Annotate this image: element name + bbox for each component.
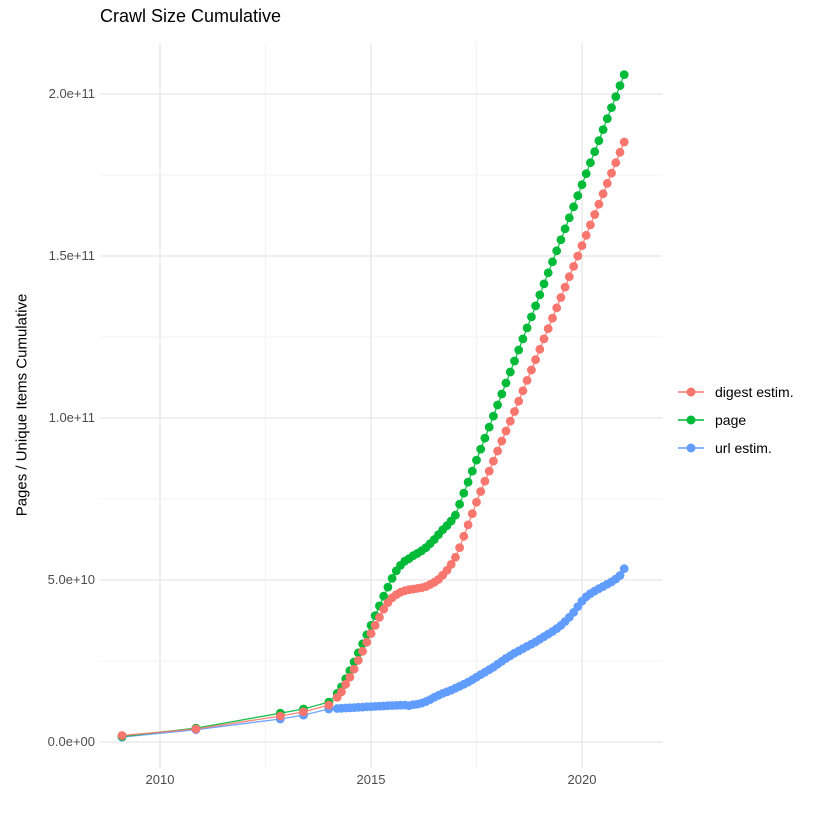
legend-label: digest estim. <box>715 384 794 400</box>
y-tick-label: 1.5e+11 <box>48 248 95 263</box>
y-tick-label: 2.0e+11 <box>48 86 95 101</box>
y-tick-label: 1.0e+11 <box>48 410 95 425</box>
legend-label: url estim. <box>715 440 772 456</box>
x-tick-label: 2015 <box>356 772 386 787</box>
plot-title: Crawl Size Cumulative <box>100 6 282 26</box>
legend-item: digest estim. <box>676 383 794 401</box>
legend-label: page <box>715 412 747 428</box>
legend-item: url estim. <box>676 439 794 457</box>
legend-key-icon <box>678 387 704 397</box>
legend-item: page <box>676 411 794 429</box>
x-tick-label: 2020 <box>567 772 597 787</box>
y-tick-label: 5.0e+10 <box>47 572 95 587</box>
legend-key-icon <box>678 415 704 425</box>
y-tick-label: 0.0e+00 <box>47 734 95 749</box>
x-tick-label: 2010 <box>145 772 175 787</box>
legend-key-icon <box>678 443 704 453</box>
legend: digest estim. page url estim. <box>676 383 794 457</box>
